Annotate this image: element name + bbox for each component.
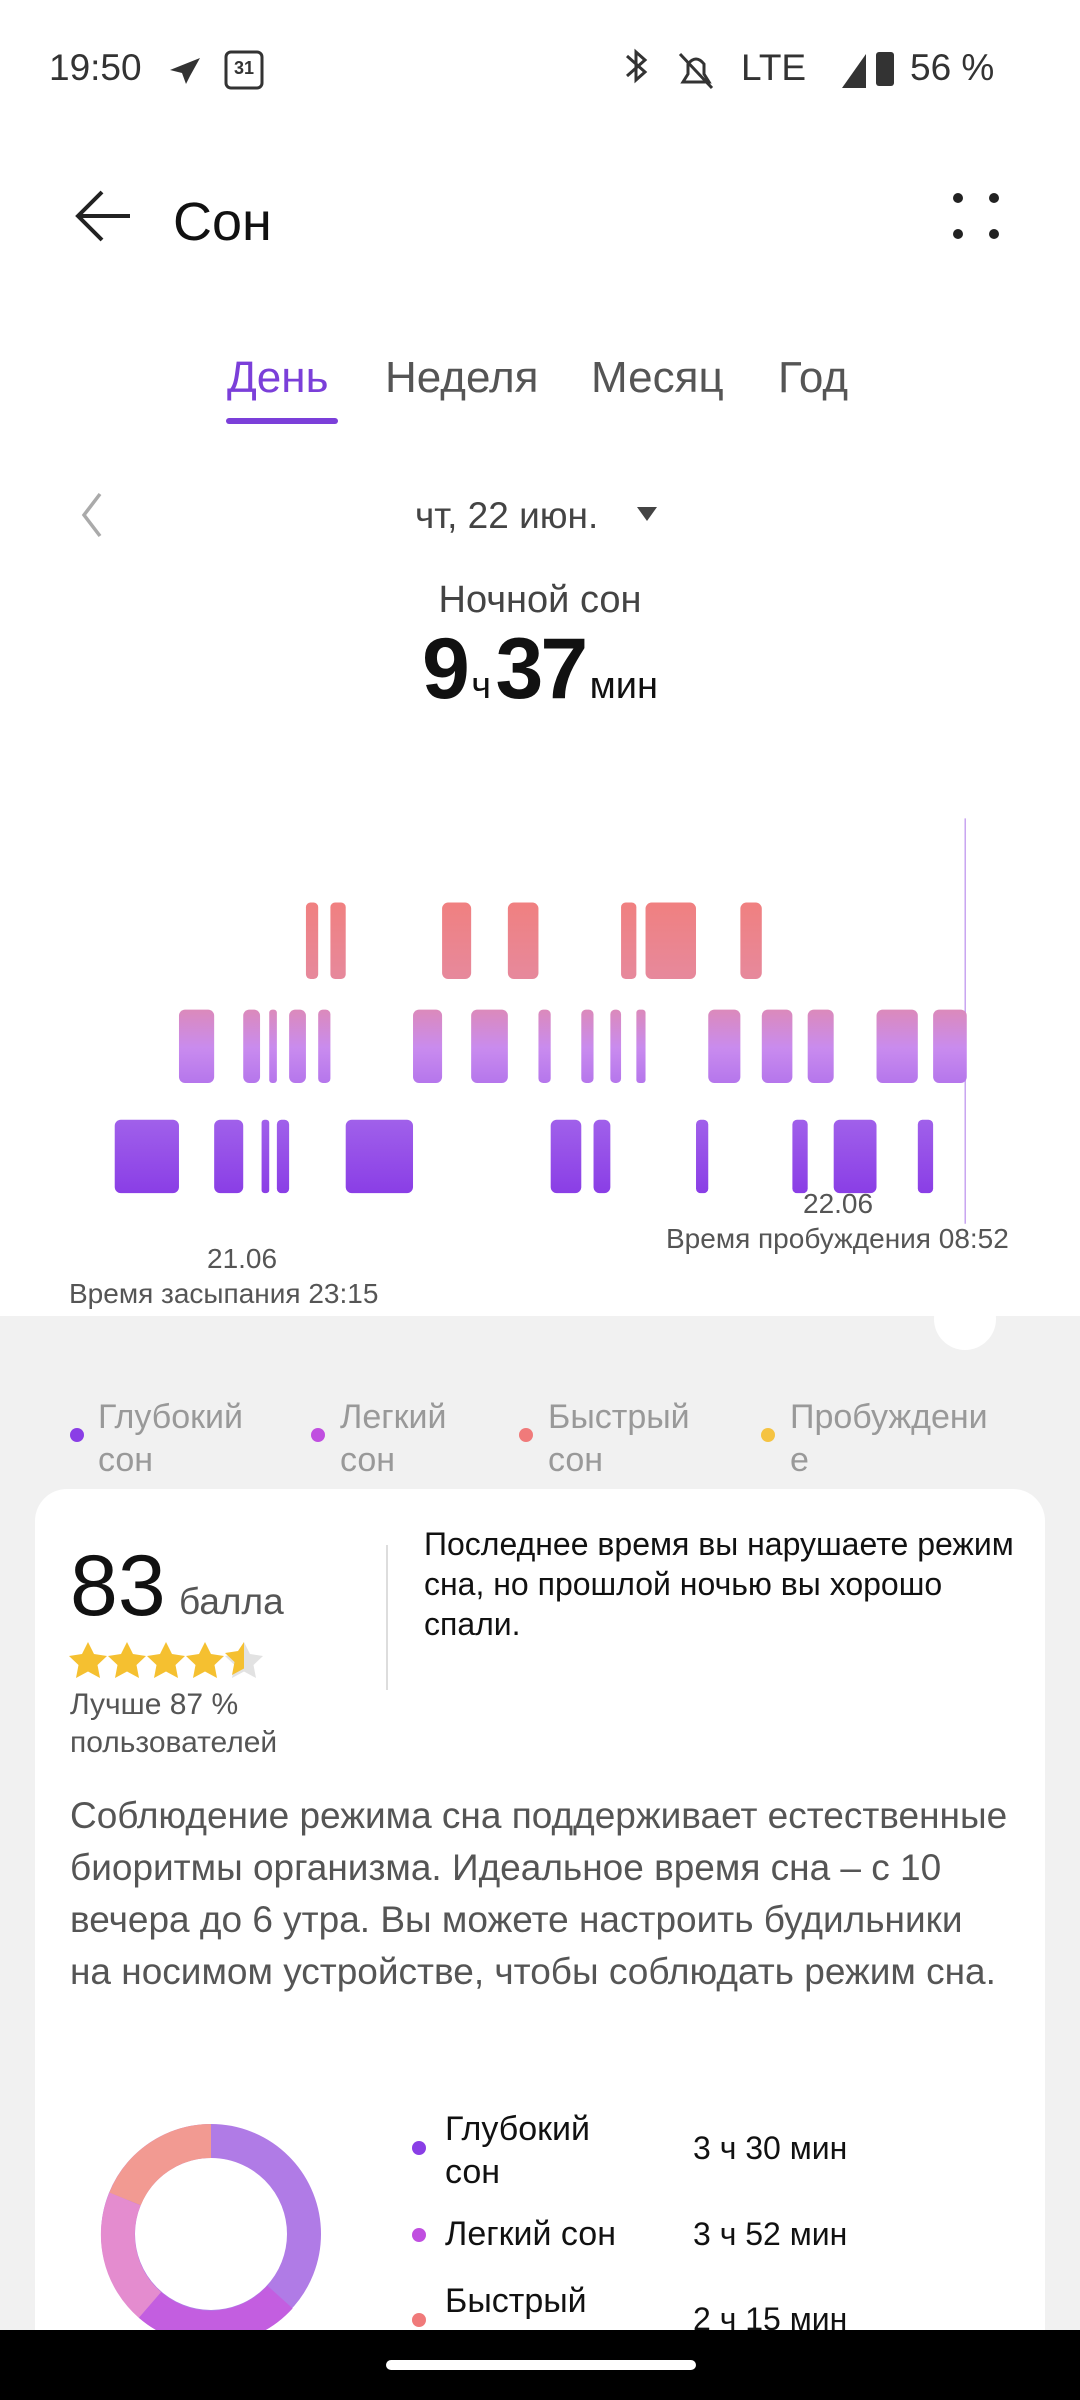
menu-button[interactable] — [953, 193, 999, 239]
breakdown-duration: 3 ч 52 мин — [693, 2216, 848, 2252]
legend-label: Пробуждение — [790, 1398, 988, 1479]
minutes: 37 — [495, 621, 589, 717]
start-label: Время засыпания 23:15 — [69, 1278, 379, 1309]
breakdown-dot — [412, 2313, 426, 2327]
mute-icon — [678, 52, 714, 90]
score-unit: балла — [179, 1581, 284, 1622]
tab[interactable]: Неделя — [385, 353, 539, 402]
network: LTE — [741, 47, 807, 88]
donut — [100, 2124, 321, 2345]
sleep-duration: 9 ч 37 мин — [0, 620, 1080, 719]
slider-handle[interactable] — [934, 1288, 996, 1350]
legend-dot — [519, 1428, 533, 1442]
date[interactable]: чт, 22 июн. — [415, 495, 599, 536]
advice: Соблюдение режима сна поддерживает естес… — [70, 1795, 1008, 1992]
hypnogram — [114, 818, 967, 1224]
tab[interactable]: День — [227, 353, 329, 402]
minutes-unit: мин — [589, 665, 659, 707]
calendar-icon — [224, 50, 264, 90]
calendar-day: 31 — [234, 58, 255, 78]
end-label: Время пробуждения 08:52 — [666, 1223, 1009, 1254]
prev-day[interactable] — [81, 492, 102, 538]
page-title: Сон — [173, 192, 272, 252]
legend-dot — [311, 1428, 325, 1442]
comparison: Лучше 87 % пользователей — [70, 1688, 278, 1759]
signal-icon — [842, 54, 866, 88]
date-dropdown[interactable] — [637, 507, 657, 521]
hours: 9 — [421, 621, 470, 717]
start-date: 21.06 — [207, 1243, 278, 1274]
summary-label: Ночной сон — [438, 579, 642, 621]
back-button[interactable] — [75, 190, 130, 242]
home-handle[interactable] — [386, 2360, 696, 2370]
rating-stars — [69, 1642, 263, 1678]
battery-icon — [876, 52, 894, 86]
breakdown-dot — [412, 2228, 426, 2242]
bluetooth-icon — [626, 48, 648, 84]
tab[interactable]: Год — [778, 353, 849, 402]
legend-label: Быстрый сон — [548, 1398, 690, 1479]
breakdown-name: Глубокий сон — [445, 2110, 590, 2191]
end-date: 22.06 — [803, 1188, 874, 1219]
telegram-icon — [170, 58, 200, 84]
breakdown-dot — [412, 2141, 426, 2155]
breakdown-duration: 3 ч 30 мин — [693, 2130, 848, 2166]
status-time: 19:50 — [49, 47, 142, 88]
battery: 56 % — [910, 47, 995, 88]
legend-label: Легкий сон — [340, 1398, 447, 1479]
tab[interactable]: Месяц — [591, 353, 724, 402]
legend-dot — [761, 1428, 775, 1442]
legend-label: Глубокий сон — [98, 1398, 243, 1479]
score: 83 — [70, 1538, 166, 1634]
navigation-bar — [0, 2330, 1080, 2400]
breakdown-name: Легкий сон — [445, 2215, 616, 2253]
tab-indicator — [226, 418, 338, 424]
hours-unit: ч — [471, 665, 492, 707]
score-message: Последнее время вы нарушаете режим сна, … — [424, 1526, 1014, 1642]
legend-dot — [70, 1428, 84, 1442]
